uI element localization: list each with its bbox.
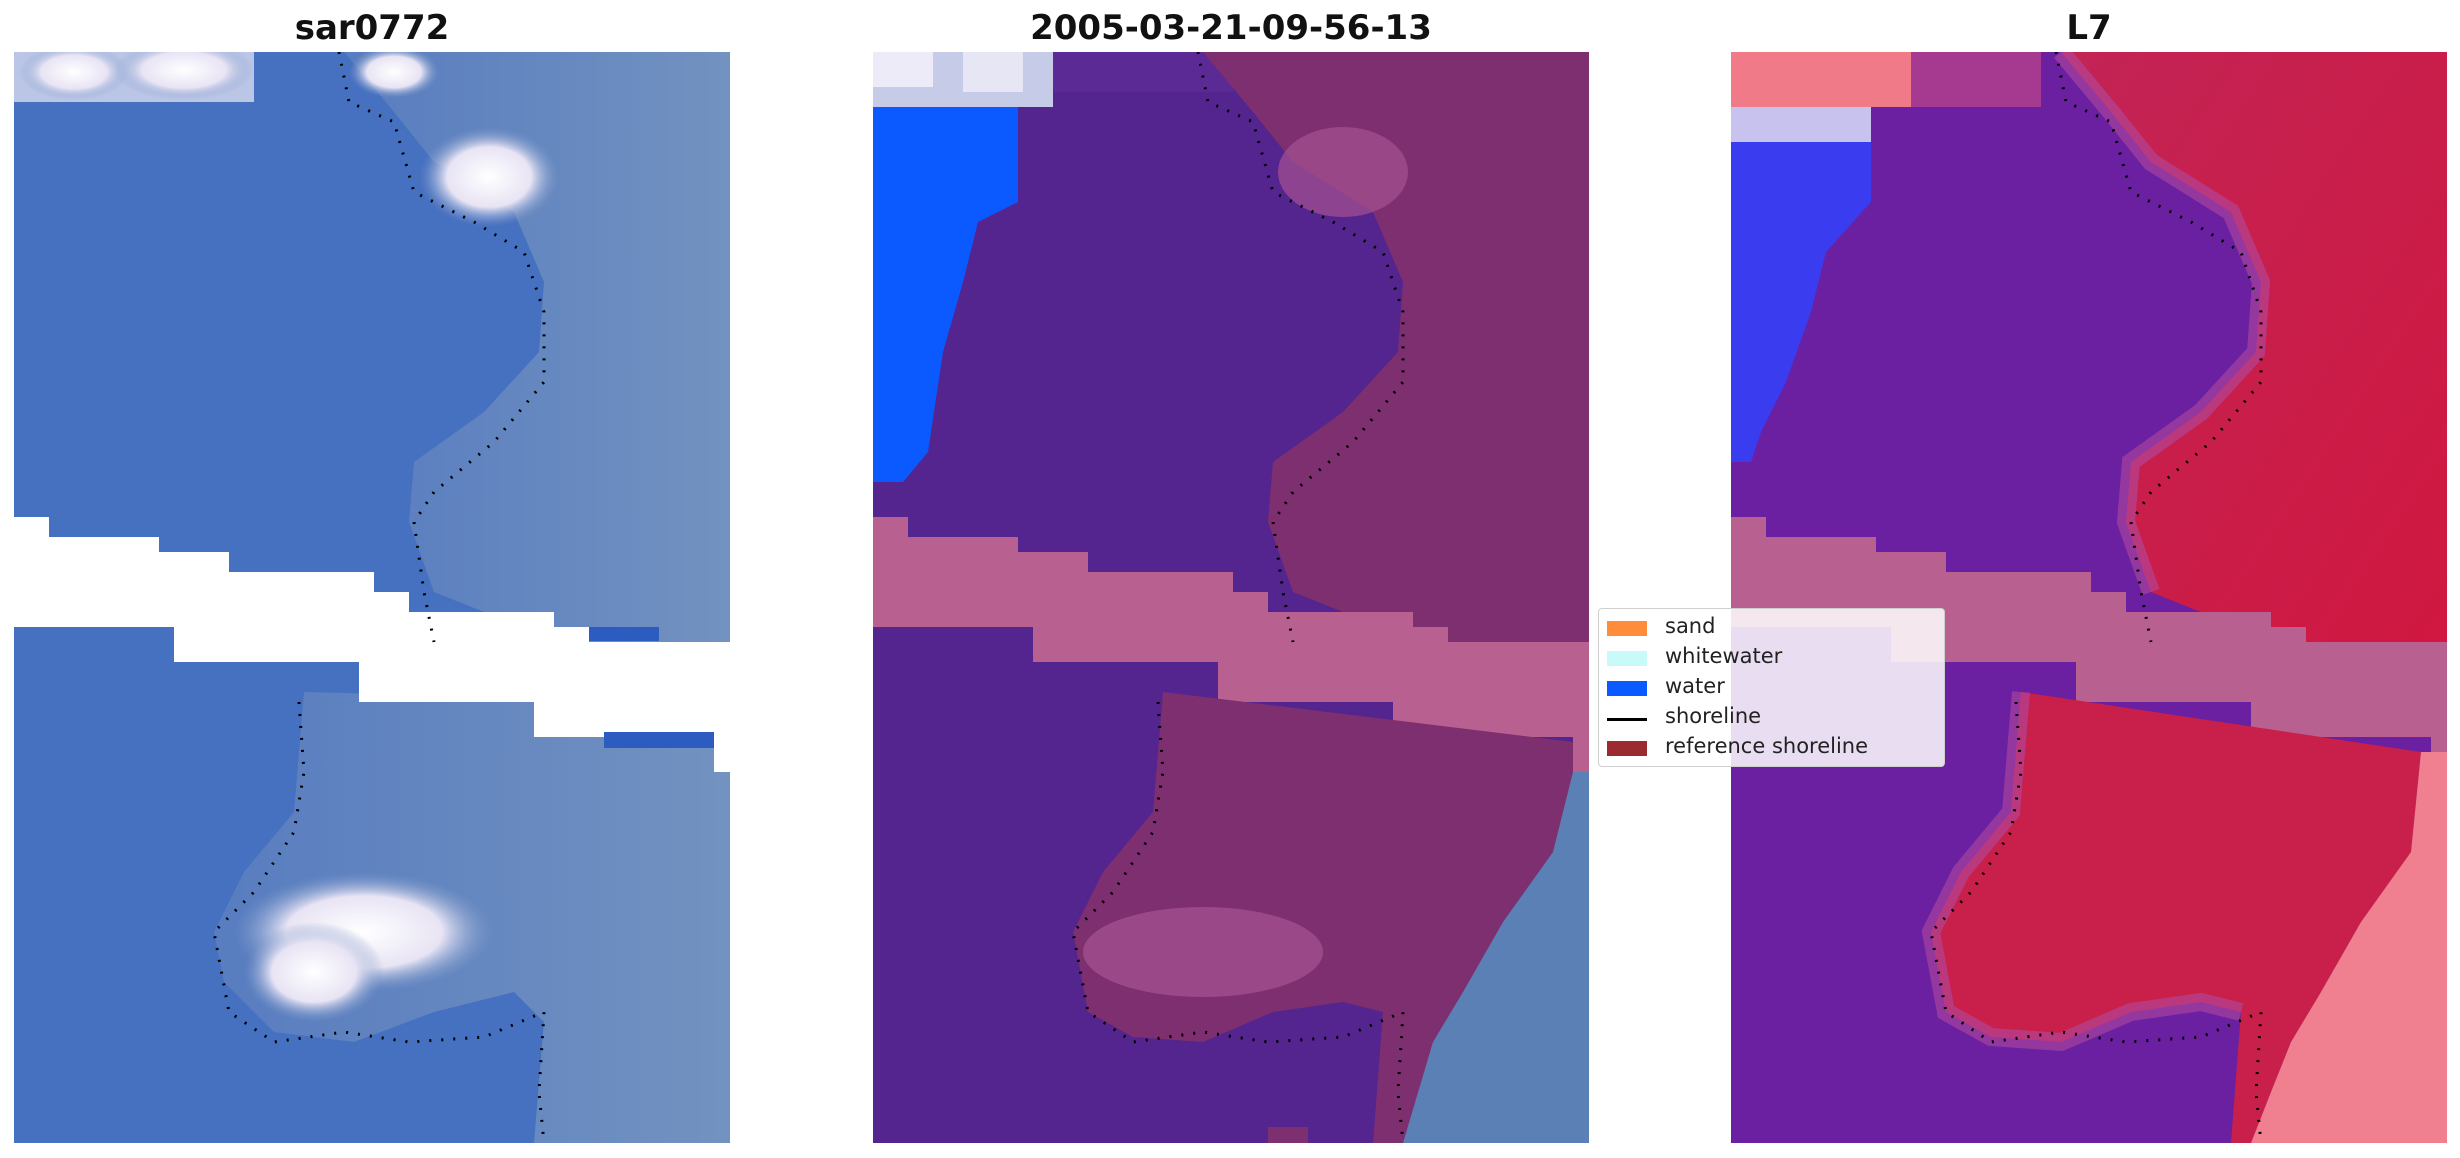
rgb-shoreline <box>212 52 546 1143</box>
legend-label-water: water <box>1665 674 1725 698</box>
sand-swatch <box>1607 621 1647 636</box>
classified-image <box>873 52 1589 1143</box>
panel-title-index: L7 <box>2066 8 2112 48</box>
legend-item-water: water <box>1599 673 1944 703</box>
legend-item-sand: sand <box>1599 613 1944 643</box>
panel-title-classified: 2005-03-21-09-56-13 <box>1030 8 1432 48</box>
reference-shoreline-swatch <box>1607 741 1647 756</box>
rgb-image-panel <box>14 52 730 1143</box>
water-swatch <box>1607 681 1647 696</box>
legend-label-shoreline: shoreline <box>1665 704 1762 728</box>
legend-item-shoreline: shoreline <box>1599 703 1944 733</box>
legend-label-sand: sand <box>1665 614 1716 638</box>
classified-image-panel <box>873 52 1589 1143</box>
legend-item-reference-shoreline: reference shoreline <box>1599 733 1944 763</box>
classified-shoreline <box>1071 52 1405 1143</box>
rgb-image <box>14 52 730 1143</box>
legend-label-reference-shoreline: reference shoreline <box>1665 734 1869 758</box>
legend-item-whitewater: whitewater <box>1599 643 1944 673</box>
index-shoreline <box>1929 52 2263 1143</box>
index-image-panel <box>1731 52 2447 1143</box>
panel-title-rgb: sar0772 <box>294 8 450 48</box>
index-image <box>1731 52 2447 1143</box>
whitewater-swatch <box>1607 651 1647 666</box>
shoreline-line-swatch <box>1607 718 1647 721</box>
legend-label-whitewater: whitewater <box>1665 644 1783 668</box>
legend: sand whitewater water shoreline referenc… <box>1598 608 1945 767</box>
